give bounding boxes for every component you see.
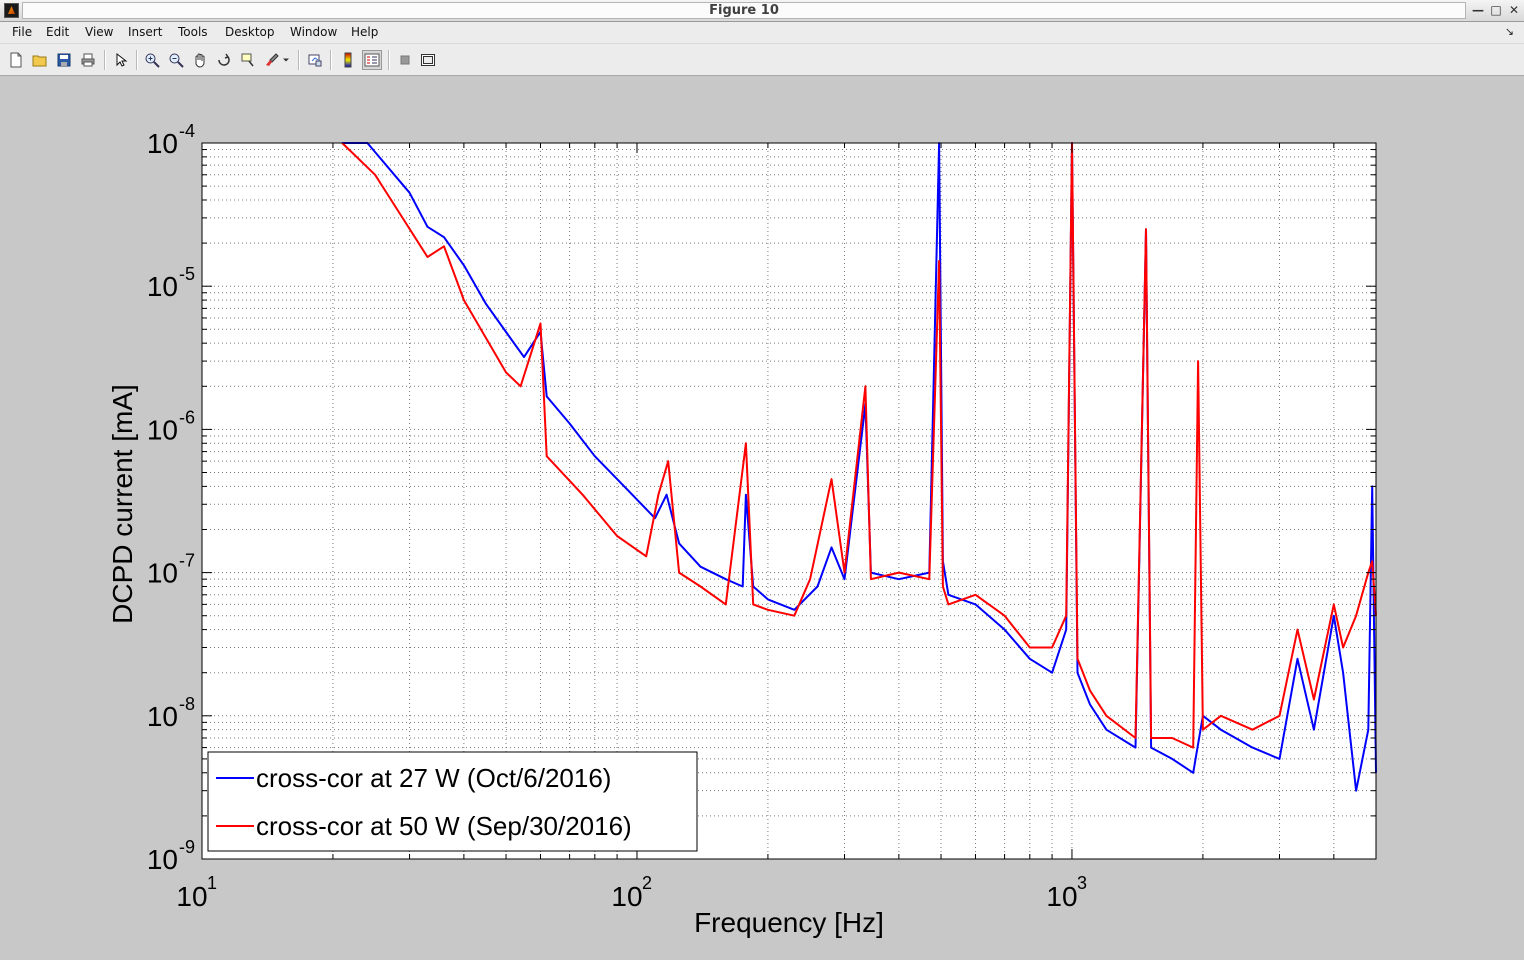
hide-plot-tools-icon[interactable] bbox=[395, 50, 415, 70]
svg-text:2: 2 bbox=[642, 873, 652, 893]
insert-legend-icon[interactable] bbox=[362, 50, 382, 70]
loglog-chart[interactable]: 10 1 10 2 10 310 -410 -510 -610 -710 -810 -9 Freque… bbox=[4, 76, 1520, 958]
pan-hand-icon[interactable] bbox=[190, 50, 210, 70]
svg-text:-7: -7 bbox=[179, 551, 195, 571]
matlab-app-icon[interactable] bbox=[4, 3, 19, 18]
axes-background bbox=[202, 143, 1376, 859]
close-button[interactable]: ✕ bbox=[1508, 3, 1520, 17]
svg-text:10: 10 bbox=[147, 844, 178, 875]
menu-tools[interactable]: Tools bbox=[178, 25, 208, 39]
zoom-in-icon[interactable] bbox=[142, 50, 162, 70]
series-line-2 bbox=[341, 142, 1377, 749]
tick-labels: 10 1 10 2 10 310 -410 -510 -610 -710 -810 -9 bbox=[147, 121, 1087, 912]
svg-text:10: 10 bbox=[147, 128, 178, 159]
svg-text:10: 10 bbox=[611, 881, 642, 912]
rotate-3d-icon[interactable] bbox=[214, 50, 234, 70]
figure-toolbar bbox=[0, 44, 1524, 76]
print-icon[interactable] bbox=[78, 50, 98, 70]
x-tick-label: 10 2 bbox=[611, 873, 652, 912]
svg-text:3: 3 bbox=[1077, 873, 1087, 893]
window-title: Figure 10 bbox=[22, 2, 1466, 19]
data-cursor-icon[interactable] bbox=[238, 50, 258, 70]
link-plot-icon[interactable] bbox=[305, 50, 325, 70]
svg-text:-8: -8 bbox=[179, 694, 195, 714]
axes-box bbox=[201, 142, 1377, 860]
svg-text:10: 10 bbox=[1046, 881, 1077, 912]
save-icon[interactable] bbox=[54, 50, 74, 70]
insert-colorbar-icon[interactable] bbox=[338, 50, 358, 70]
svg-text:-5: -5 bbox=[179, 264, 195, 284]
menu-view[interactable]: View bbox=[85, 25, 114, 39]
svg-text:-9: -9 bbox=[179, 837, 195, 857]
show-plot-tools-icon[interactable] bbox=[418, 50, 438, 70]
brush-dropdown-icon[interactable] bbox=[280, 50, 292, 70]
y-tick-label: 10 -8 bbox=[147, 694, 195, 732]
y-tick-label: 10 -6 bbox=[147, 407, 195, 445]
svg-text:10: 10 bbox=[147, 414, 178, 445]
svg-text:1: 1 bbox=[207, 873, 217, 893]
plot-series bbox=[341, 142, 1377, 792]
svg-text:10: 10 bbox=[176, 881, 207, 912]
window-title-bar: Figure 10 — □ ✕ bbox=[0, 0, 1524, 22]
zoom-out-icon[interactable] bbox=[166, 50, 186, 70]
y-tick-label: 10 -9 bbox=[147, 837, 195, 875]
y-axis-label: DCPD current [mA] bbox=[107, 384, 138, 624]
svg-text:-6: -6 bbox=[179, 407, 195, 427]
brush-icon[interactable] bbox=[262, 50, 282, 70]
menu-file[interactable]: File bbox=[12, 25, 33, 39]
x-tick-label: 10 1 bbox=[176, 873, 217, 912]
legend-label-series-2: cross-cor at 50 W (Sep/30/2016) bbox=[256, 811, 632, 841]
y-tick-label: 10 -4 bbox=[147, 121, 195, 159]
x-axis-label: Frequency [Hz] bbox=[694, 907, 884, 938]
menu-window[interactable]: Window bbox=[290, 25, 338, 39]
dock-figure-icon[interactable]: ↘ bbox=[1504, 25, 1514, 38]
minimize-button[interactable]: — bbox=[1472, 3, 1484, 17]
open-file-icon[interactable] bbox=[30, 50, 50, 70]
legend-label-series-1: cross-cor at 27 W (Oct/6/2016) bbox=[256, 763, 611, 793]
new-figure-icon[interactable] bbox=[6, 50, 26, 70]
svg-text:-4: -4 bbox=[179, 121, 195, 141]
x-tick-label: 10 3 bbox=[1046, 873, 1087, 912]
menu-help[interactable]: Help bbox=[351, 25, 379, 39]
maximize-button[interactable]: □ bbox=[1490, 3, 1502, 17]
y-tick-label: 10 -7 bbox=[147, 551, 195, 589]
menu-desktop[interactable]: Desktop bbox=[225, 25, 275, 39]
menu-edit[interactable]: Edit bbox=[46, 25, 70, 39]
figure-canvas[interactable]: 10 1 10 2 10 3 10 -4 10 -5 10 -6 10 -7 10 -8 10 -9 Freque… bbox=[4, 76, 1520, 958]
grid-lines bbox=[202, 143, 1376, 859]
menu-bar: File Edit View Insert Tools Desktop Wind… bbox=[0, 22, 1524, 44]
axes bbox=[201, 142, 1377, 860]
menu-insert[interactable]: Insert bbox=[128, 25, 163, 39]
svg-text:10: 10 bbox=[147, 271, 178, 302]
svg-text:10: 10 bbox=[147, 558, 178, 589]
y-tick-label: 10 -5 bbox=[147, 264, 195, 302]
edit-plot-arrow-icon[interactable] bbox=[111, 50, 131, 70]
svg-text:10: 10 bbox=[147, 701, 178, 732]
legend[interactable]: cross-cor at 27 W (Oct/6/2016) cross-cor… bbox=[207, 751, 698, 852]
